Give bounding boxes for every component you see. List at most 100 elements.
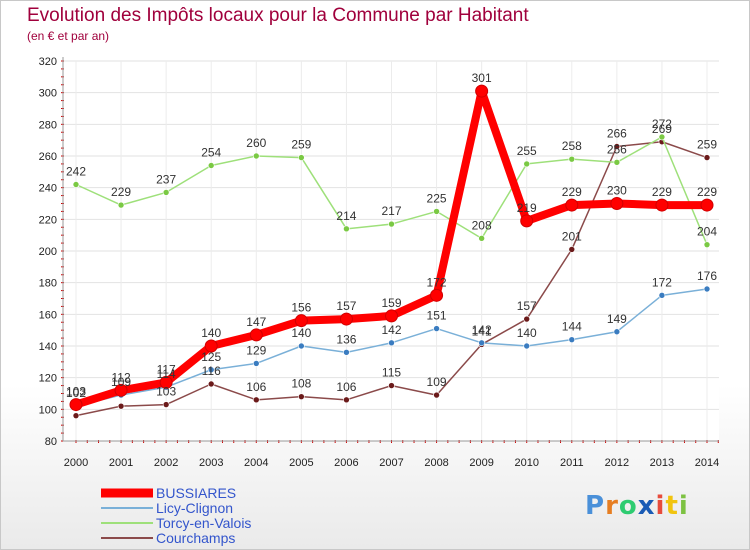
data-label: 272 xyxy=(652,117,672,131)
chart-title: Evolution des Impôts locaux pour la Comm… xyxy=(27,5,529,26)
data-point xyxy=(658,292,666,299)
legend-label: Torcy-en-Valois xyxy=(156,515,251,531)
data-label: 157 xyxy=(336,299,356,313)
chart-subtitle: (en € et par an) xyxy=(27,29,110,43)
data-label: 225 xyxy=(427,191,447,205)
data-point xyxy=(207,162,215,169)
data-label: 156 xyxy=(291,301,311,315)
x-tick-label: 2005 xyxy=(289,457,313,469)
y-tick-label: 240 xyxy=(39,183,57,195)
legend-label: Courchamps xyxy=(156,530,235,546)
data-point xyxy=(294,314,308,328)
data-label: 140 xyxy=(517,326,537,340)
data-point xyxy=(703,285,711,293)
data-label: 201 xyxy=(562,229,582,243)
data-label: 229 xyxy=(111,185,131,199)
y-tick-label: 220 xyxy=(39,214,57,226)
data-point xyxy=(565,198,579,212)
data-label: 109 xyxy=(111,375,131,389)
data-point xyxy=(388,382,395,389)
x-tick-label: 2003 xyxy=(199,457,223,469)
data-point xyxy=(298,154,305,161)
data-label: 140 xyxy=(291,326,311,340)
data-label: 136 xyxy=(336,332,356,346)
data-point xyxy=(159,375,173,389)
data-point xyxy=(568,336,576,343)
proxiti-logo: Proxiti xyxy=(585,491,689,521)
data-label: 103 xyxy=(156,385,176,399)
data-point xyxy=(117,201,125,209)
data-label: 217 xyxy=(381,204,401,218)
y-tick-label: 280 xyxy=(39,119,57,131)
data-label: 256 xyxy=(607,142,627,156)
data-label: 208 xyxy=(472,218,492,232)
data-point xyxy=(475,84,489,98)
x-tick-label: 2002 xyxy=(154,457,178,469)
data-point xyxy=(343,225,350,233)
x-tick-label: 2008 xyxy=(424,457,448,469)
data-point xyxy=(114,383,128,397)
x-tick-label: 2007 xyxy=(379,457,403,469)
y-tick-label: 80 xyxy=(45,436,57,448)
y-tick-label: 320 xyxy=(39,56,57,68)
data-point xyxy=(162,401,170,408)
data-label: 254 xyxy=(201,146,221,160)
data-point xyxy=(658,133,666,141)
logo-letter: t xyxy=(665,491,679,521)
x-tick-label: 2004 xyxy=(244,457,268,469)
data-label: 258 xyxy=(562,139,582,153)
data-label: 103 xyxy=(66,385,86,399)
data-label: 230 xyxy=(607,184,627,198)
data-label: 149 xyxy=(607,312,627,326)
data-point xyxy=(298,393,305,400)
data-point xyxy=(385,309,398,323)
y-tick-label: 200 xyxy=(39,246,57,258)
y-tick-label: 180 xyxy=(39,278,57,290)
data-label: 108 xyxy=(291,377,311,391)
data-point xyxy=(162,189,170,196)
x-tick-label: 2012 xyxy=(605,457,629,469)
y-tick-label: 120 xyxy=(39,373,57,385)
data-point xyxy=(72,181,80,188)
data-point xyxy=(568,246,576,253)
data-label: 117 xyxy=(157,362,176,376)
data-label: 142 xyxy=(472,323,492,337)
data-label: 151 xyxy=(427,309,447,323)
data-point xyxy=(523,160,531,168)
data-point xyxy=(339,312,353,326)
x-tick-label: 2011 xyxy=(560,457,584,469)
logo-letter: x xyxy=(637,491,656,521)
legend-label: Licy-Clignon xyxy=(156,500,233,516)
data-label: 214 xyxy=(336,209,356,223)
x-tick-label: 2000 xyxy=(64,457,88,469)
data-point xyxy=(520,214,534,228)
data-label: 142 xyxy=(381,323,401,337)
data-point xyxy=(433,391,440,399)
logo-letter: P xyxy=(585,491,606,521)
data-label: 116 xyxy=(202,364,221,378)
data-label: 176 xyxy=(697,269,717,283)
x-tick-label: 2009 xyxy=(469,457,493,469)
x-tick-label: 2014 xyxy=(695,457,719,469)
data-label: 259 xyxy=(697,138,717,152)
data-label: 144 xyxy=(562,320,582,334)
data-label: 115 xyxy=(382,366,401,380)
data-point xyxy=(568,155,576,163)
data-label: 141 xyxy=(472,324,492,338)
data-label: 147 xyxy=(246,315,266,329)
data-label: 229 xyxy=(652,185,672,199)
data-point xyxy=(703,154,711,161)
data-point xyxy=(700,198,714,212)
data-point xyxy=(343,349,350,356)
data-label: 112 xyxy=(112,370,131,384)
y-tick-label: 140 xyxy=(39,341,57,353)
data-point xyxy=(207,380,215,388)
logo-letter: i xyxy=(678,491,689,521)
data-point xyxy=(252,152,260,160)
data-point xyxy=(343,396,350,404)
data-point xyxy=(703,241,711,248)
y-tick-label: 260 xyxy=(39,151,57,163)
y-tick-label: 160 xyxy=(39,309,57,321)
data-point xyxy=(207,366,215,374)
